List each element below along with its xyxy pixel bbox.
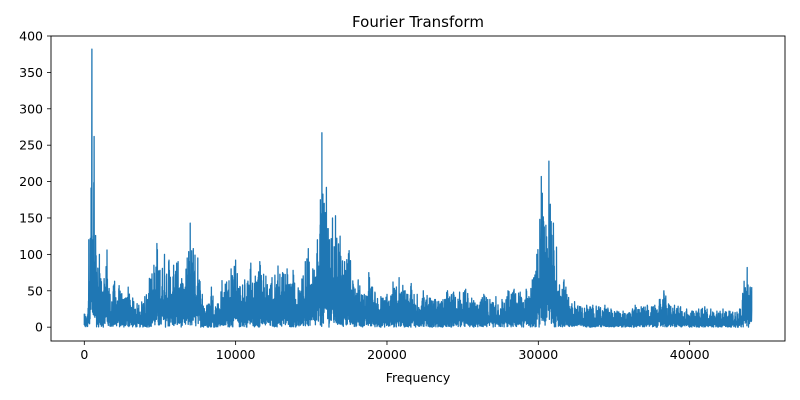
x-axis: 0 10000 20000 30000 40000 xyxy=(80,341,710,362)
y-tick-label: 50 xyxy=(27,283,43,298)
y-axis: 0 50 100 150 200 250 300 350 400 xyxy=(19,29,51,335)
y-tick-label: 350 xyxy=(19,65,43,80)
y-tick-label: 150 xyxy=(19,210,43,225)
y-tick-label: 400 xyxy=(19,29,43,44)
x-axis-title: Frequency xyxy=(386,370,451,385)
y-tick-label: 100 xyxy=(19,247,43,262)
x-tick-label: 20000 xyxy=(367,347,407,362)
x-tick-label: 10000 xyxy=(216,347,256,362)
y-tick-label: 250 xyxy=(19,138,43,153)
plot-frame xyxy=(50,35,786,342)
y-tick-label: 0 xyxy=(35,320,43,335)
chart-title: Fourier Transform xyxy=(352,13,484,31)
plot-area xyxy=(83,48,753,328)
y-tick-label: 300 xyxy=(19,101,43,116)
y-tick-label: 200 xyxy=(19,174,43,189)
spectrum-line xyxy=(83,48,753,328)
x-tick-label: 40000 xyxy=(670,347,710,362)
x-tick-label: 0 xyxy=(80,347,88,362)
x-tick-label: 30000 xyxy=(518,347,558,362)
